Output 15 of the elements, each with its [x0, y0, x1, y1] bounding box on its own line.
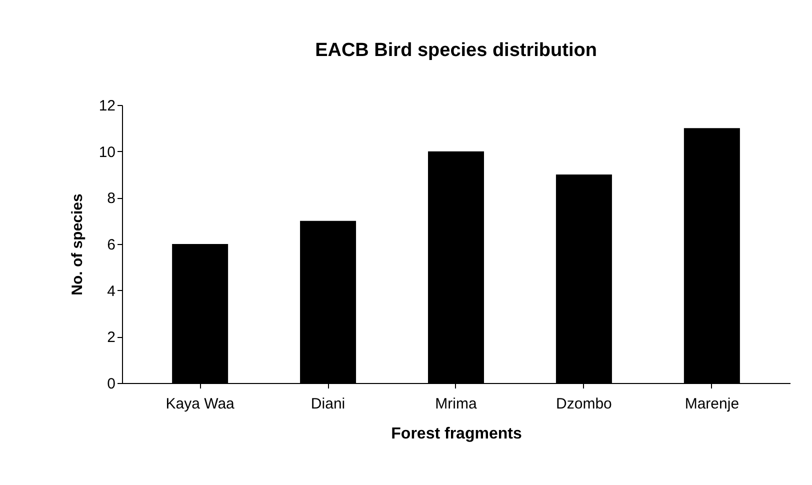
y-tick-label: 4	[107, 282, 116, 300]
y-tick-label: 2	[107, 329, 116, 346]
x-tick-label: Kaya Waa	[166, 396, 236, 412]
chart-title: EACB Bird species distribution	[315, 40, 597, 61]
y-axis-title: No. of species	[68, 194, 86, 296]
x-tick-label: Mrima	[435, 396, 478, 412]
y-tick-label: 8	[107, 190, 116, 208]
x-tick-label: Marenje	[684, 396, 740, 412]
y-tick-label: 12	[98, 98, 116, 114]
y-tick-label: 10	[98, 144, 116, 161]
y-tick-label: 6	[107, 236, 116, 254]
x-axis-title: Forest fragments	[391, 426, 522, 442]
x-tick-label: Dzombo	[556, 396, 612, 412]
x-tick-label: Diani	[310, 396, 346, 412]
y-tick-label: 0	[107, 376, 116, 392]
